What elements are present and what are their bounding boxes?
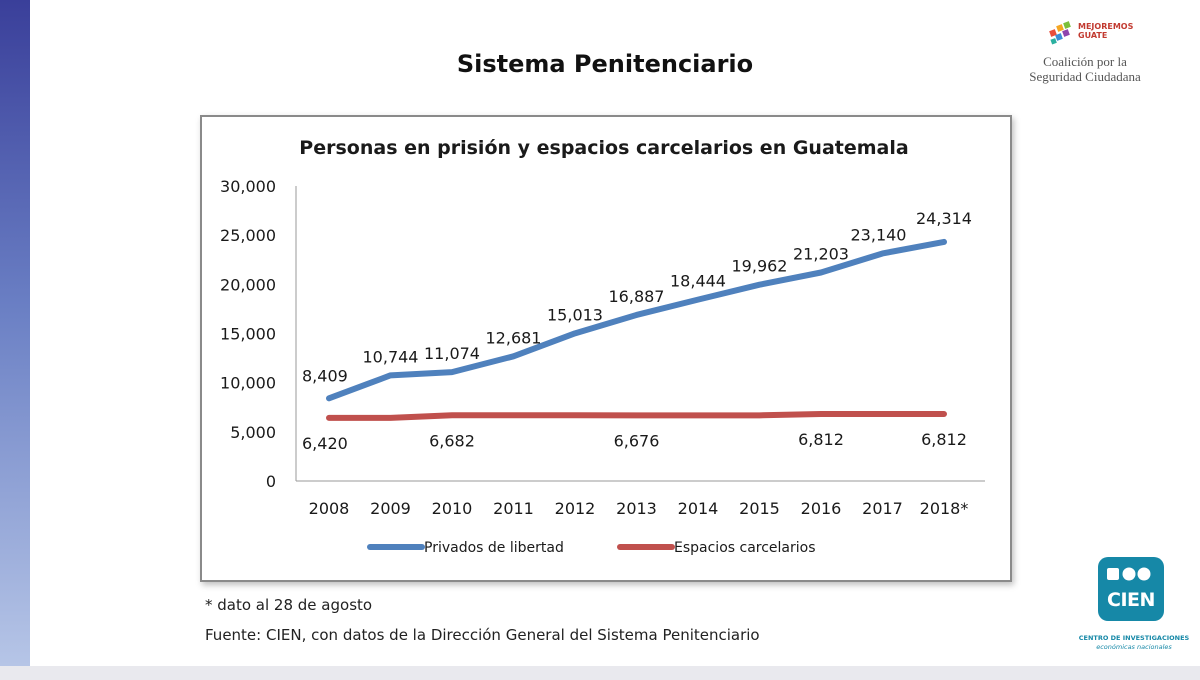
chart: Personas en prisión y espacios carcelari… bbox=[220, 137, 985, 556]
mejoremos-guate-logo: MEJOREMOS GUATE bbox=[1040, 18, 1150, 88]
coalicion-logo-text: Coalición por la Seguridad Ciudadana bbox=[1029, 54, 1141, 84]
chart-frame bbox=[200, 115, 1012, 582]
data-label-espacios: 6,420 bbox=[302, 434, 348, 453]
y-tick-label: 10,000 bbox=[220, 374, 276, 393]
x-tick-label: 2014 bbox=[678, 499, 719, 518]
series-line-privados-de-libertad bbox=[326, 238, 947, 402]
x-tick-label: 2015 bbox=[739, 499, 780, 518]
y-tick-label: 15,000 bbox=[220, 325, 276, 344]
data-label-privados: 15,013 bbox=[547, 305, 603, 324]
bottom-decorative-band bbox=[0, 666, 1200, 680]
x-tick-label: 2009 bbox=[370, 499, 411, 518]
data-label-espacios: 6,676 bbox=[614, 431, 660, 450]
chart-title: Personas en prisión y espacios carcelari… bbox=[299, 137, 908, 159]
cien-logo: CIEN bbox=[1098, 557, 1164, 621]
data-label-privados: 10,744 bbox=[363, 347, 419, 366]
cien-dots-icon bbox=[1107, 567, 1151, 581]
legend-label-espacios: Espacios carcelarios bbox=[674, 540, 816, 556]
x-tick-label: 2013 bbox=[616, 499, 657, 518]
source-note: Fuente: CIEN, con datos de la Dirección … bbox=[205, 626, 760, 644]
data-label-privados: 23,140 bbox=[851, 225, 907, 244]
slide-title: Sistema Penitenciario bbox=[456, 50, 754, 78]
x-tick-label: 2012 bbox=[555, 499, 596, 518]
x-tick-label: 2018* bbox=[920, 499, 969, 518]
data-label-espacios: 6,812 bbox=[921, 430, 967, 449]
footnote: * dato al 28 de agosto bbox=[205, 596, 373, 614]
y-tick-label: 5,000 bbox=[230, 423, 276, 442]
data-label-espacios: 6,682 bbox=[429, 431, 475, 450]
data-label-privados: 8,409 bbox=[302, 366, 348, 385]
data-label-privados: 19,962 bbox=[732, 257, 788, 276]
mejoremos-guate-wordmark: MEJOREMOS GUATE bbox=[1078, 22, 1134, 40]
data-label-privados: 18,444 bbox=[670, 272, 726, 291]
y-tick-label: 0 bbox=[266, 472, 276, 491]
data-label-privados: 21,203 bbox=[793, 245, 849, 264]
data-label-privados: 24,314 bbox=[916, 209, 972, 228]
x-tick-label: 2010 bbox=[432, 499, 473, 518]
cien-caption: CENTRO DE INVESTIGACIONES económicas nac… bbox=[1078, 634, 1190, 651]
x-tick-label: 2011 bbox=[493, 499, 534, 518]
mejoremos-guate-mark-icon bbox=[1049, 21, 1071, 45]
data-label-privados: 12,681 bbox=[486, 328, 542, 347]
x-tick-label: 2017 bbox=[862, 499, 903, 518]
y-tick-label: 25,000 bbox=[220, 226, 276, 245]
cien-wordmark: CIEN bbox=[1107, 589, 1155, 611]
left-decorative-band bbox=[0, 0, 30, 680]
legend-label-privados: Privados de libertad bbox=[424, 540, 564, 556]
data-label-privados: 11,074 bbox=[424, 344, 480, 363]
y-tick-label: 30,000 bbox=[220, 177, 276, 196]
x-tick-label: 2008 bbox=[309, 499, 350, 518]
series-line-espacios-carcelarios bbox=[326, 411, 947, 421]
data-label-privados: 16,887 bbox=[609, 287, 665, 306]
x-tick-label: 2016 bbox=[801, 499, 842, 518]
y-tick-label: 20,000 bbox=[220, 275, 276, 294]
data-label-espacios: 6,812 bbox=[798, 430, 844, 449]
